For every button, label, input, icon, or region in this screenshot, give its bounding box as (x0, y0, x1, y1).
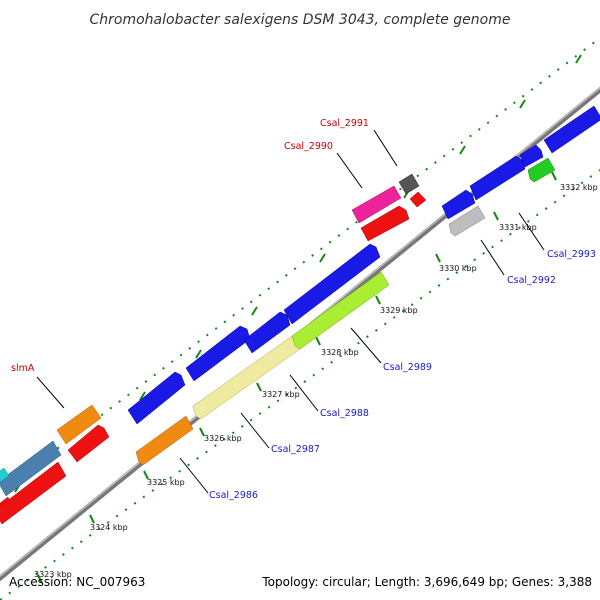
major-tick (551, 171, 557, 181)
gene-feature[interactable] (67, 424, 110, 463)
major-tick (375, 295, 381, 305)
gene-label-csal-2987[interactable]: Csal_2987 (271, 444, 320, 455)
gene-feature[interactable] (0, 467, 10, 483)
major-tick (519, 99, 526, 109)
gene-label-csal-2988[interactable]: Csal_2988 (320, 408, 369, 419)
tick-label: 3325 kbp (147, 478, 185, 487)
major-tick (435, 253, 441, 263)
major-tick (89, 514, 95, 524)
gene-feature[interactable] (527, 157, 556, 183)
major-tick (459, 145, 466, 155)
forward-gene-labels: slmA Csal_2990 Csal_2991 (11, 118, 398, 409)
gene-label-csal-2990[interactable]: Csal_2990 (284, 141, 333, 152)
accession-text: Accession: NC_007963 (9, 575, 145, 589)
gene-label-csal-2986[interactable]: Csal_2986 (209, 490, 258, 501)
gene-feature[interactable] (351, 185, 402, 224)
callout-line (36, 376, 65, 409)
gene-feature[interactable] (243, 311, 291, 354)
major-tick (575, 54, 582, 64)
gene-feature[interactable] (291, 271, 390, 350)
callout-line (289, 374, 319, 412)
gene-feature[interactable] (283, 243, 381, 325)
major-tick (251, 306, 258, 316)
tick-label: 3328 kbp (321, 348, 359, 357)
gene-feature[interactable] (543, 105, 600, 154)
major-tick (256, 382, 262, 392)
callout-line (350, 327, 382, 364)
tick-label: 3326 kbp (204, 434, 242, 443)
gene-feature[interactable] (519, 144, 544, 168)
tick-label: 3329 kbp (380, 306, 418, 315)
major-tick (143, 470, 149, 480)
inner-tick-track (0, 169, 600, 600)
gene-feature[interactable] (192, 335, 301, 420)
gene-feature[interactable] (398, 173, 420, 195)
major-tick (37, 574, 43, 584)
gene-feature[interactable] (448, 205, 486, 237)
gene-feature[interactable] (56, 404, 102, 445)
callout-line (373, 129, 398, 167)
inner-major-ticks (37, 171, 557, 584)
gene-feature[interactable] (409, 191, 427, 208)
gene-label-csal-2993[interactable]: Csal_2993 (547, 249, 596, 260)
tick-label: 3327 kbp (262, 390, 300, 399)
major-tick (319, 253, 326, 263)
gene-label-csal-2992[interactable]: Csal_2992 (507, 275, 556, 286)
major-tick (493, 211, 499, 221)
tick-label: 3331 kbp (499, 223, 537, 232)
gene-feature[interactable] (127, 371, 186, 425)
major-tick (139, 391, 146, 401)
gene-feature[interactable] (441, 189, 476, 220)
gene-feature[interactable] (360, 205, 410, 242)
callout-line (240, 412, 270, 449)
tick-label: 3332 kbp (560, 183, 598, 192)
callout-line (480, 239, 505, 276)
reverse-genes (135, 157, 556, 466)
callout-line (336, 152, 363, 189)
gene-feature[interactable] (469, 155, 526, 201)
tick-label: 3324 kbp (90, 523, 128, 532)
callout-line (179, 457, 209, 494)
gene-feature[interactable] (185, 325, 251, 382)
gene-label-csal-2991[interactable]: Csal_2991 (320, 118, 369, 129)
major-tick (195, 349, 202, 359)
gene-label-slma[interactable]: slmA (11, 363, 35, 374)
gene-feature[interactable] (0, 461, 67, 525)
tick-label: 3330 kbp (439, 264, 477, 273)
tick-label: 3323 kbp (34, 570, 72, 579)
tick-labels: 3323 kbp 3324 kbp 3325 kbp 3326 kbp 3327… (34, 183, 598, 579)
map-title: Chromohalobacter salexigens DSM 3043, co… (90, 12, 511, 28)
gene-feature[interactable] (0, 440, 62, 497)
forward-genes (0, 105, 600, 525)
major-tick (199, 427, 205, 437)
genome-summary-text: Topology: circular; Length: 3,696,649 bp… (261, 575, 592, 589)
callout-line (518, 212, 545, 251)
reverse-gene-labels: Csal_2986 Csal_2987 Csal_2988 Csal_2989 … (179, 212, 596, 501)
major-tick (315, 336, 321, 346)
gene-label-csal-2989[interactable]: Csal_2989 (383, 362, 432, 373)
gene-feature[interactable] (135, 415, 194, 466)
